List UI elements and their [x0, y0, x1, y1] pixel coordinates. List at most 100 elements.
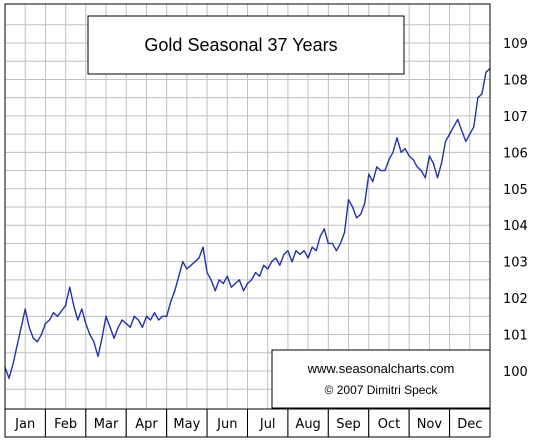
- data-point: [416, 166, 418, 168]
- data-point: [267, 268, 269, 270]
- x-tick-label: May: [173, 417, 200, 432]
- data-point: [368, 173, 370, 175]
- data-point: [12, 363, 14, 365]
- data-point: [24, 308, 26, 310]
- data-point: [432, 162, 435, 164]
- data-point: [242, 290, 245, 292]
- x-tick-label: Apr: [135, 417, 158, 432]
- data-point: [153, 312, 156, 314]
- data-point: [263, 264, 265, 266]
- data-point: [315, 250, 317, 252]
- y-tick-label: 102: [503, 292, 528, 307]
- data-point: [230, 286, 232, 288]
- data-point: [279, 264, 281, 266]
- data-point: [323, 228, 325, 230]
- x-tick-label: Aug: [295, 417, 320, 432]
- data-point: [291, 261, 293, 263]
- month-cell: [125, 408, 168, 438]
- data-point: [85, 323, 87, 325]
- data-point: [448, 133, 451, 135]
- data-point: [400, 151, 402, 153]
- data-point: [465, 140, 467, 142]
- data-point: [424, 177, 426, 179]
- watermark-copyright: © 2007 Dimitri Speck: [325, 383, 439, 397]
- y-tick-label: 105: [503, 183, 528, 198]
- data-point: [457, 118, 459, 121]
- data-point: [137, 319, 139, 321]
- data-point: [170, 301, 172, 303]
- data-point: [299, 253, 301, 255]
- data-point: [214, 290, 216, 292]
- y-tick-label: 106: [503, 146, 528, 161]
- data-point: [182, 261, 184, 263]
- data-point: [396, 137, 398, 139]
- x-tick-label: Oct: [378, 417, 400, 432]
- data-point: [206, 272, 208, 274]
- chart-title: Gold Seasonal 37 Years: [144, 35, 337, 55]
- data-point: [339, 242, 342, 245]
- x-tick-label: Feb: [54, 417, 77, 432]
- data-point: [388, 159, 390, 161]
- month-cell: [327, 408, 370, 438]
- data-point: [20, 326, 22, 328]
- data-point: [392, 151, 394, 153]
- title-box: [87, 15, 405, 75]
- data-point: [44, 323, 47, 325]
- data-point: [376, 166, 378, 168]
- data-point: [271, 261, 273, 263]
- data-point: [335, 250, 338, 252]
- data-point: [129, 326, 131, 328]
- data-point: [364, 202, 366, 204]
- x-tick-label: Mar: [94, 417, 119, 432]
- y-axis: 100 101 102 103 104 105 106 107 108 109: [503, 37, 528, 380]
- data-point: [319, 235, 321, 237]
- month-cell: [85, 408, 127, 438]
- data-point: [8, 377, 10, 379]
- data-point: [356, 217, 358, 219]
- data-point: [162, 315, 164, 317]
- data-point: [186, 268, 188, 270]
- data-point: [307, 257, 309, 259]
- data-point: [194, 261, 196, 263]
- data-point: [275, 257, 277, 259]
- month-cell: [4, 408, 46, 438]
- data-point: [190, 264, 192, 266]
- data-point: [444, 140, 447, 142]
- month-cell: [449, 408, 491, 438]
- data-point: [420, 169, 422, 172]
- data-point: [121, 319, 123, 321]
- data-point: [56, 315, 59, 317]
- data-point: [125, 323, 127, 325]
- data-point: [52, 312, 55, 314]
- data-point: [461, 129, 463, 132]
- month-cell: [206, 408, 248, 438]
- data-point: [481, 93, 483, 95]
- data-point: [178, 275, 180, 277]
- data-point: [327, 242, 329, 245]
- data-point: [157, 319, 160, 321]
- data-point: [77, 319, 79, 321]
- data-point: [469, 133, 471, 135]
- data-point: [473, 126, 475, 128]
- data-point: [384, 169, 386, 172]
- data-point: [295, 250, 297, 252]
- data-point: [48, 319, 51, 321]
- data-point: [93, 341, 95, 343]
- watermark-box: [271, 349, 491, 409]
- month-cell: [44, 408, 87, 438]
- data-point: [372, 180, 374, 183]
- data-point: [226, 275, 228, 277]
- y-tick-label: 109: [503, 37, 528, 52]
- x-tick-label: Nov: [417, 417, 443, 432]
- data-point: [436, 177, 439, 179]
- y-tick-label: 107: [503, 110, 528, 125]
- data-point: [283, 253, 285, 255]
- data-point: [202, 246, 204, 248]
- data-point: [101, 337, 103, 339]
- series-layer: [4, 67, 491, 379]
- data-point: [331, 242, 333, 245]
- data-point: [32, 337, 34, 339]
- data-point: [133, 315, 135, 317]
- data-point: [408, 155, 410, 157]
